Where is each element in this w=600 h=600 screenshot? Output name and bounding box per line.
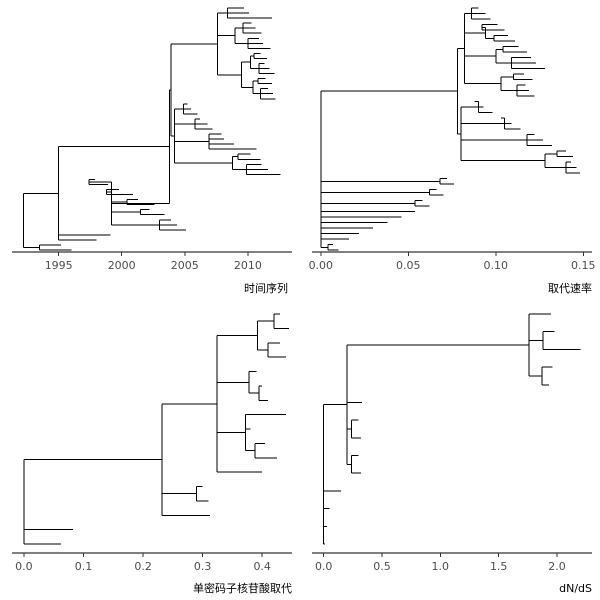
panel-time-tree: 1995 2000 2005 2010 时间序列 (10, 0, 300, 300)
dnds-tree-x-tick-label: 0.0 (315, 560, 333, 573)
nucleotide-tree-x-tick-label: 0.3 (194, 560, 212, 573)
panel-rate-tree: 0.00 0.05 0.10 0.15 取代速率 (309, 0, 600, 300)
dnds-tree-branches (323, 313, 581, 545)
dnds-tree-x-tick-label: 2.0 (548, 560, 566, 573)
nucleotide-tree-x-tick-label: 0.4 (253, 560, 271, 573)
dnds-tree-x-tick-label: 1.5 (490, 560, 508, 573)
dnds-tree-chart: 0.0 0.5 1.0 1.5 2.0 dN/dS (312, 313, 592, 595)
rate-tree-x-tick-label: 0.10 (484, 259, 509, 272)
nucleotide-tree-x-tick-label: 0.1 (75, 560, 93, 573)
rate-tree-x-axis-title: 取代速率 (548, 281, 592, 295)
panel-dnds-tree: 0.0 0.5 1.0 1.5 2.0 dN/dS (310, 300, 600, 600)
rate-tree-x-tick-label: 0.00 (309, 259, 334, 272)
nucleotide-tree-x-tick-label: 0.0 (15, 560, 33, 573)
dnds-tree-x-tick-label: 0.5 (373, 560, 391, 573)
time-tree-x-tick-label: 2010 (234, 259, 262, 272)
rate-tree-branches (320, 7, 580, 251)
rate-tree-x-tick-label: 0.15 (571, 259, 596, 272)
time-tree-x-tick-label: 1995 (45, 259, 73, 272)
time-tree-chart: 1995 2000 2005 2010 时间序列 (12, 7, 292, 295)
nucleotide-tree-chart: 0.0 0.1 0.2 0.3 0.4 单密码子核苷酸取代 (12, 313, 292, 595)
rate-tree-chart: 0.00 0.05 0.10 0.15 取代速率 (309, 7, 596, 295)
nucleotide-tree-x-tick-label: 0.2 (134, 560, 152, 573)
nucleotide-tree-x-axis-title: 单密码子核苷酸取代 (193, 581, 292, 595)
dnds-tree-x-axis: 0.0 0.5 1.0 1.5 2.0 (312, 552, 592, 573)
rate-tree-x-axis: 0.00 0.05 0.10 0.15 (309, 251, 596, 272)
time-tree-x-tick-label: 2005 (171, 259, 199, 272)
panel-nucleotide-tree: 0.0 0.1 0.2 0.3 0.4 单密码子核苷酸取代 (10, 300, 300, 600)
rate-tree-x-tick-label: 0.05 (396, 259, 421, 272)
nucleotide-tree-branches (23, 313, 289, 545)
time-tree-branches (22, 7, 281, 251)
time-tree-x-axis: 1995 2000 2005 2010 (12, 251, 292, 272)
time-tree-x-axis-title: 时间序列 (244, 281, 288, 295)
dnds-tree-x-axis-title: dN/dS (559, 582, 592, 595)
dnds-tree-x-tick-label: 1.0 (432, 560, 450, 573)
nucleotide-tree-x-axis: 0.0 0.1 0.2 0.3 0.4 (12, 552, 292, 573)
time-tree-x-tick-label: 2000 (108, 259, 136, 272)
